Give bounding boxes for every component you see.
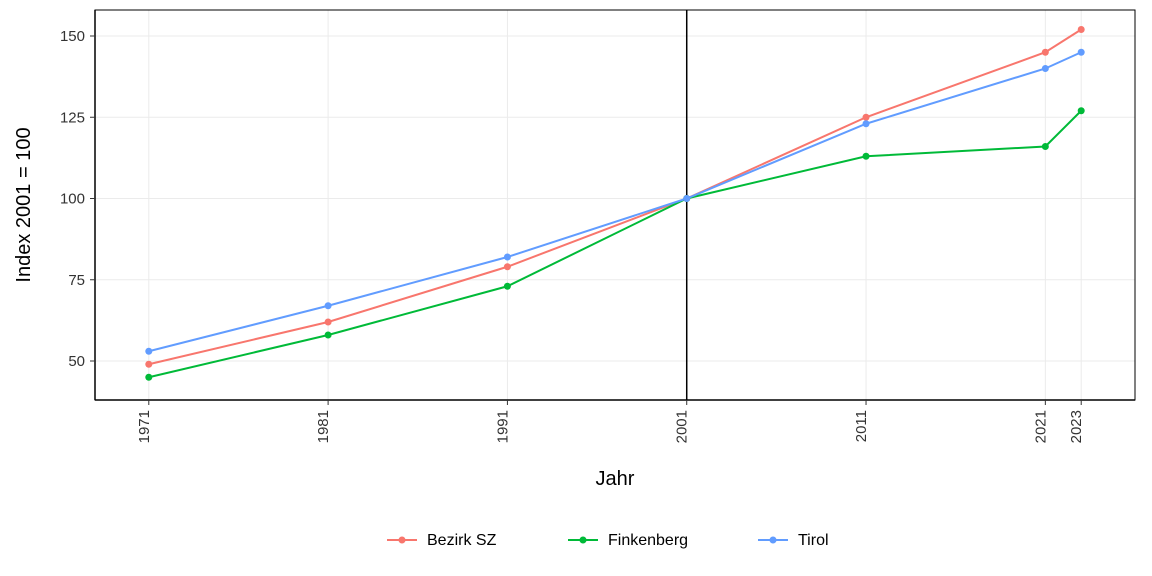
series-point <box>504 254 511 261</box>
series-point <box>145 348 152 355</box>
series-point <box>325 319 332 326</box>
series-point <box>504 283 511 290</box>
line-chart: 50 75 100 125 150 1971 1981 1991 2001 2011 2021 202… <box>0 0 1152 576</box>
series-point <box>325 302 332 309</box>
y-tick-label: 150 <box>60 28 85 45</box>
y-axis-title: Index 2001 = 100 <box>13 127 35 282</box>
series-point <box>145 361 152 368</box>
y-tick-label: 50 <box>68 353 85 370</box>
series-point <box>1078 49 1085 56</box>
x-tick-label: 2001 <box>674 410 691 443</box>
y-tick-label: 125 <box>60 109 85 126</box>
series-point <box>683 195 690 202</box>
legend-label: Bezirk SZ <box>427 532 497 549</box>
legend-item: Tirol <box>758 532 829 549</box>
y-tick-label: 100 <box>60 191 85 208</box>
x-tick-label: 2021 <box>1032 410 1049 443</box>
series-point <box>863 120 870 127</box>
series-point <box>145 374 152 381</box>
series-point <box>1078 107 1085 114</box>
legend-item: Finkenberg <box>568 532 688 549</box>
series-point <box>863 153 870 160</box>
series-point <box>1042 143 1049 150</box>
series-point <box>1078 26 1085 33</box>
x-tick-label: 1981 <box>315 410 332 443</box>
series-point <box>1042 65 1049 72</box>
series-point <box>863 114 870 121</box>
x-tick-label: 1991 <box>494 410 511 443</box>
series-point <box>504 263 511 270</box>
series-point <box>325 332 332 339</box>
chart-container: 50 75 100 125 150 1971 1981 1991 2001 2011 2021 202… <box>0 0 1152 576</box>
x-tick-label: 1971 <box>136 410 153 443</box>
x-tick-label: 2023 <box>1068 410 1085 443</box>
legend-label: Finkenberg <box>608 532 688 549</box>
legend-label: Tirol <box>798 532 829 549</box>
x-axis-title: Jahr <box>596 468 635 490</box>
x-tick-label: 2011 <box>853 410 870 442</box>
y-tick-label: 75 <box>68 272 85 289</box>
series-point <box>1042 49 1049 56</box>
legend-item: Bezirk SZ <box>387 532 497 549</box>
